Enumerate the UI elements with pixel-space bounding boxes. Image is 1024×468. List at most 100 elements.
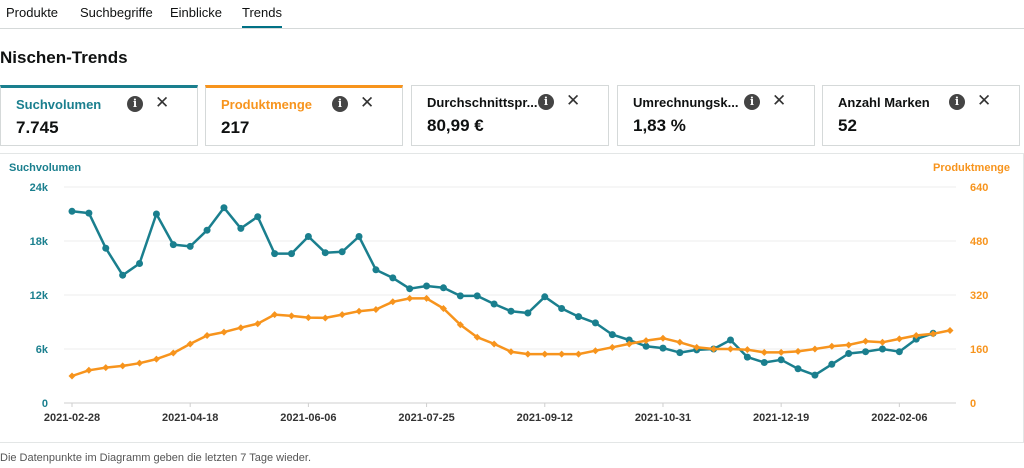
trend-chart: Suchvolumen Produktmenge 0 6k 12k 18k 24k 0 160 3… — [0, 153, 1024, 443]
data-point-produktmenge — [743, 346, 751, 354]
metric-card-durchschnittspreis[interactable]: Durchschnittspr... 80,99 € i ✕ — [411, 85, 609, 146]
data-point-suchvolumen — [862, 348, 870, 356]
tab-suchbegriffe[interactable]: Suchbegriffe — [80, 5, 153, 20]
metric-label: Suchvolumen — [16, 97, 102, 112]
data-point-produktmenge — [794, 347, 802, 355]
info-icon[interactable]: i — [538, 94, 554, 110]
data-point-produktmenge — [372, 306, 380, 314]
data-point-produktmenge — [406, 294, 414, 302]
x-tick-label: 2021-06-06 — [280, 412, 336, 424]
data-point-suchvolumen — [203, 226, 211, 234]
tab-bar: Produkte Suchbegriffe Einblicke Trends — [0, 0, 1024, 29]
data-point-produktmenge — [220, 328, 228, 336]
data-point-produktmenge — [288, 312, 295, 320]
data-point-suchvolumen — [169, 241, 177, 249]
tab-einblicke[interactable]: Einblicke — [170, 5, 223, 20]
metric-value: 1,83 % — [633, 116, 686, 135]
data-point-suchvolumen — [473, 292, 481, 300]
data-point-suchvolumen — [254, 213, 262, 221]
data-point-produktmenge — [490, 340, 498, 348]
info-icon[interactable]: i — [744, 94, 760, 110]
data-point-suchvolumen — [591, 319, 599, 327]
data-point-produktmenge — [321, 314, 329, 322]
data-point-suchvolumen — [220, 204, 228, 212]
data-point-produktmenge — [85, 366, 93, 374]
data-point-produktmenge — [304, 314, 312, 322]
data-point-produktmenge — [878, 338, 886, 346]
data-point-suchvolumen — [659, 344, 667, 352]
data-point-produktmenge — [355, 307, 363, 315]
data-point-produktmenge — [152, 355, 160, 363]
data-point-suchvolumen — [102, 244, 110, 252]
x-tick-label: 2021-09-12 — [517, 412, 573, 424]
data-point-produktmenge — [439, 305, 447, 312]
data-point-suchvolumen — [355, 233, 363, 240]
tab-trends[interactable]: Trends — [242, 5, 282, 28]
data-point-produktmenge — [845, 341, 853, 349]
data-point-produktmenge — [575, 350, 583, 358]
y-left-tick-label: 24k — [30, 182, 49, 194]
data-point-produktmenge — [811, 345, 819, 353]
data-point-suchvolumen — [895, 348, 903, 356]
tab-produkte[interactable]: Produkte — [6, 5, 59, 20]
data-point-produktmenge — [659, 334, 667, 342]
data-point-produktmenge — [625, 340, 633, 348]
data-point-suchvolumen — [271, 250, 279, 258]
data-point-suchvolumen — [558, 305, 566, 312]
chart-footnote: Die Datenpunkte im Diagramm geben die le… — [0, 452, 312, 464]
data-point-suchvolumen — [524, 309, 532, 317]
data-point-produktmenge — [912, 332, 920, 339]
close-icon[interactable]: ✕ — [977, 91, 992, 110]
data-point-produktmenge — [676, 338, 684, 346]
data-point-suchvolumen — [828, 360, 836, 368]
data-point-suchvolumen — [423, 282, 431, 290]
y-right-tick-label: 0 — [970, 398, 976, 410]
data-point-suchvolumen — [912, 335, 920, 343]
data-point-suchvolumen — [456, 292, 464, 300]
y-left-tick-label: 0 — [42, 398, 48, 410]
data-point-produktmenge — [423, 294, 431, 302]
series-line-suchvolumen — [71, 206, 934, 377]
page-title: Nischen-Trends — [0, 48, 128, 67]
data-point-suchvolumen — [777, 356, 785, 364]
close-icon[interactable]: ✕ — [360, 93, 375, 112]
data-point-produktmenge — [710, 345, 718, 353]
metric-value: 80,99 € — [427, 116, 484, 135]
metric-card-suchvolumen[interactable]: Suchvolumen 7.745 i ✕ — [0, 85, 198, 146]
data-point-produktmenge — [237, 324, 245, 332]
info-icon[interactable]: i — [332, 96, 348, 112]
data-point-produktmenge — [929, 330, 937, 338]
metric-label: Umrechnungsk... — [633, 95, 739, 110]
close-icon[interactable]: ✕ — [566, 91, 581, 110]
y-right-axis-title: Produktmenge — [933, 162, 1010, 174]
y-right-tick-label: 640 — [970, 182, 988, 194]
data-point-produktmenge — [254, 320, 262, 328]
data-point-suchvolumen — [625, 336, 633, 344]
data-point-suchvolumen — [406, 285, 414, 293]
data-point-suchvolumen — [676, 349, 684, 357]
info-icon[interactable]: i — [127, 96, 143, 112]
close-icon[interactable]: ✕ — [772, 91, 787, 110]
data-point-suchvolumen — [119, 271, 127, 279]
data-point-suchvolumen — [507, 307, 515, 315]
metric-card-umrechnungsrate[interactable]: Umrechnungsk... 1,83 % i ✕ — [617, 85, 815, 146]
data-point-produktmenge — [68, 372, 76, 380]
data-point-suchvolumen — [304, 233, 312, 240]
data-point-produktmenge — [777, 348, 785, 356]
metric-label: Durchschnittspr... — [427, 95, 538, 110]
data-point-suchvolumen — [811, 371, 819, 379]
info-icon[interactable]: i — [949, 94, 965, 110]
metric-card-anzahl-marken[interactable]: Anzahl Marken 52 i ✕ — [822, 85, 1020, 146]
data-point-suchvolumen — [794, 365, 802, 373]
data-point-produktmenge — [203, 332, 211, 339]
metric-label: Produktmenge — [221, 97, 313, 112]
x-tick-label: 2022-02-06 — [871, 412, 927, 424]
data-point-produktmenge — [760, 348, 768, 356]
metric-card-produktmenge[interactable]: Produktmenge 217 i ✕ — [205, 85, 403, 146]
data-point-suchvolumen — [575, 313, 583, 321]
data-point-produktmenge — [727, 345, 734, 353]
data-point-suchvolumen — [389, 274, 397, 282]
close-icon[interactable]: ✕ — [155, 93, 170, 112]
data-point-produktmenge — [946, 326, 954, 334]
y-right-tick-label: 480 — [970, 236, 988, 248]
